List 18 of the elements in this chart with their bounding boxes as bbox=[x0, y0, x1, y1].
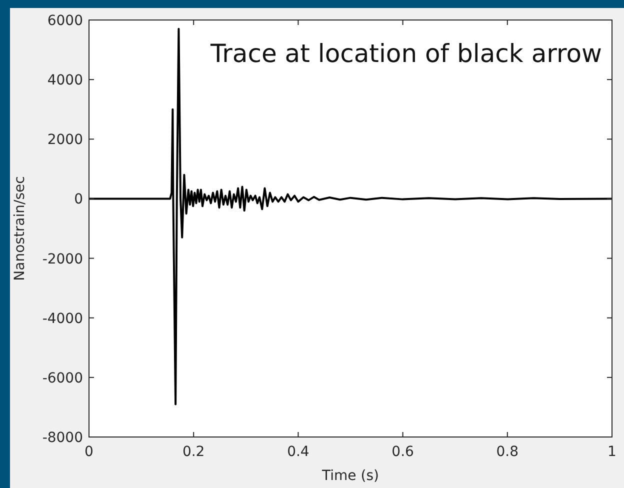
y-tick-label: 6000 bbox=[47, 13, 83, 29]
y-tick-label: -6000 bbox=[42, 370, 83, 386]
y-tick-label: 4000 bbox=[47, 72, 83, 89]
x-tick-label: 0.6 bbox=[392, 444, 414, 460]
x-tick-label: 1 bbox=[608, 444, 616, 460]
text: Trace at location of black arrow bbox=[210, 39, 602, 68]
y-tick-label: -4000 bbox=[42, 310, 83, 327]
x-tick-label: 0.4 bbox=[287, 444, 310, 460]
x-axis-title: Time (s) bbox=[321, 468, 379, 484]
x-tick-label: 0.8 bbox=[496, 444, 519, 460]
y-axis-title: Nanostrain/sec bbox=[12, 176, 28, 281]
x-tick-label: 0.2 bbox=[182, 444, 205, 460]
y-tick-label: -8000 bbox=[42, 430, 83, 446]
y-tick-label: -2000 bbox=[42, 251, 83, 268]
x-tick-label: 0 bbox=[84, 444, 94, 460]
line-series bbox=[88, 28, 613, 406]
y-tick-label: 0 bbox=[74, 192, 83, 208]
y-tick-label: 2000 bbox=[47, 132, 83, 148]
